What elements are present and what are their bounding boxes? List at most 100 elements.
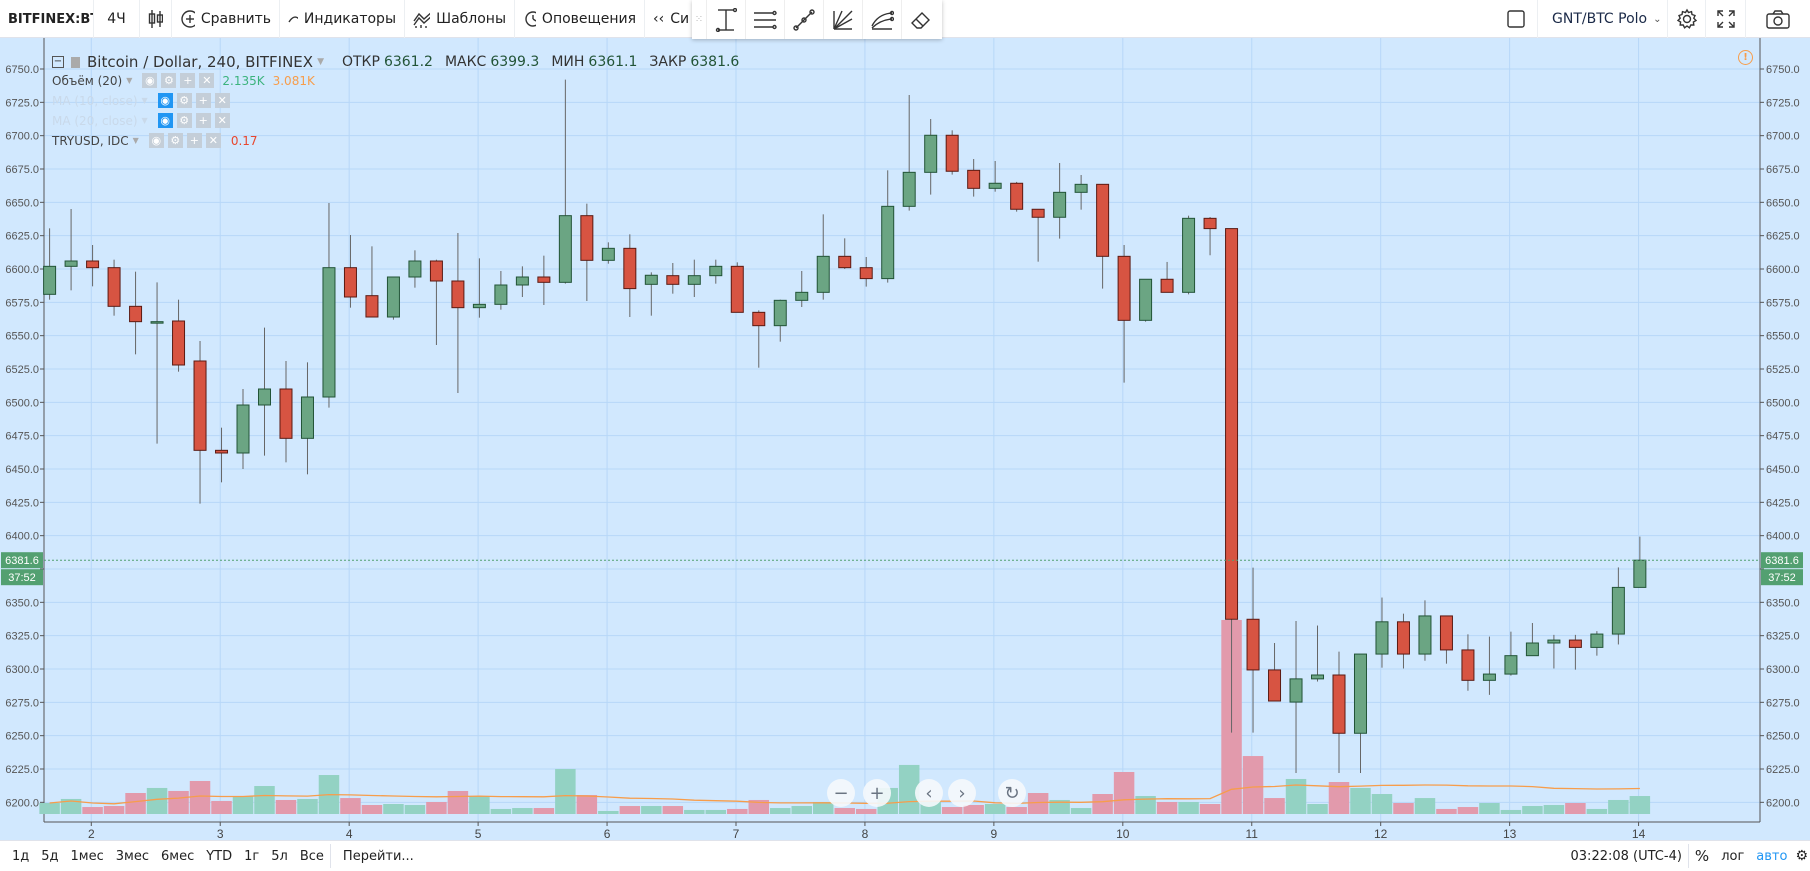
candle-body[interactable]: [1332, 674, 1346, 734]
eye-icon[interactable]: ◉: [142, 73, 158, 88]
candle-body[interactable]: [386, 276, 400, 318]
plus-icon[interactable]: +: [195, 93, 211, 108]
candle-body[interactable]: [988, 182, 1002, 189]
candle-body[interactable]: [1031, 208, 1045, 218]
candle-body[interactable]: [279, 388, 293, 439]
candle-body[interactable]: [1246, 618, 1260, 671]
candle-body[interactable]: [709, 265, 723, 277]
candle-body[interactable]: [150, 321, 164, 324]
candle-body[interactable]: [1353, 653, 1367, 734]
candle-body[interactable]: [816, 255, 830, 293]
range-button-6[interactable]: 1г: [244, 848, 260, 864]
zoom-out-button[interactable]: −: [827, 779, 855, 807]
gear-icon[interactable]: ⚙: [161, 73, 177, 88]
candle-body[interactable]: [1504, 655, 1518, 675]
auto-scale-toggle[interactable]: авто: [1756, 848, 1788, 864]
chart-pane[interactable]: 6200.0 6200.0 6225.0 6225.0 6250.0 6250.0 6275…: [0, 38, 1810, 840]
plus-icon[interactable]: +: [180, 73, 196, 88]
candle-body[interactable]: [236, 404, 250, 454]
close-icon[interactable]: ✕: [214, 93, 230, 108]
candle-body[interactable]: [601, 247, 615, 261]
study-name[interactable]: MA (10, close): [52, 93, 138, 108]
clock-timezone[interactable]: 03:22:08 (UTC-4): [1570, 848, 1682, 864]
candle-body[interactable]: [215, 449, 229, 454]
plus-icon[interactable]: +: [186, 133, 202, 148]
scroll-left-button[interactable]: ‹: [915, 779, 943, 807]
close-icon[interactable]: ✕: [199, 73, 215, 88]
layout-button[interactable]: [1494, 0, 1538, 38]
candle-body[interactable]: [752, 311, 766, 327]
candle-body[interactable]: [1074, 183, 1088, 193]
candle-body[interactable]: [322, 267, 336, 398]
drawing-tool-fib[interactable]: [745, 0, 784, 39]
candle-body[interactable]: [859, 267, 873, 280]
candle-body[interactable]: [1461, 649, 1475, 681]
drawing-tool-trend-line[interactable]: [784, 0, 823, 39]
candle-body[interactable]: [730, 265, 744, 313]
log-scale-toggle[interactable]: лог: [1721, 848, 1745, 864]
candle-body[interactable]: [1547, 639, 1561, 644]
indicators-button[interactable]: Индикаторы: [280, 0, 405, 38]
candle-body[interactable]: [1418, 615, 1432, 655]
warning-icon[interactable]: !: [1738, 50, 1753, 65]
eye-icon[interactable]: ◉: [148, 133, 164, 148]
candle-body[interactable]: [129, 305, 143, 323]
candle-body[interactable]: [945, 134, 959, 172]
candle-body[interactable]: [1053, 191, 1067, 218]
drawing-tool-gann-fan[interactable]: [823, 0, 862, 39]
candle-body[interactable]: [967, 169, 981, 189]
candle-body[interactable]: [429, 260, 443, 282]
candle-body[interactable]: [1010, 182, 1024, 210]
right-price-axis[interactable]: [1760, 38, 1810, 840]
range-button-1[interactable]: 5д: [41, 848, 59, 864]
fullscreen-button[interactable]: [1706, 0, 1746, 38]
range-button-5[interactable]: YTD: [206, 848, 233, 864]
candle-body[interactable]: [365, 295, 379, 318]
candle-body[interactable]: [666, 275, 680, 285]
candle-body[interactable]: [924, 134, 938, 173]
zoom-in-button[interactable]: +: [863, 779, 891, 807]
drag-handle[interactable]: ⁙: [694, 14, 704, 25]
dropdown-arrow-icon[interactable]: ▼: [141, 96, 148, 105]
candle-body[interactable]: [558, 215, 572, 283]
candle-body[interactable]: [343, 267, 357, 298]
percent-scale-toggle[interactable]: %: [1694, 847, 1710, 865]
candle-body[interactable]: [1268, 669, 1282, 702]
left-price-axis[interactable]: [0, 38, 44, 840]
templates-button[interactable]: Шаблоны: [405, 0, 515, 38]
interval-button[interactable]: 4Ч: [94, 0, 140, 38]
candle-body[interactable]: [902, 171, 916, 207]
range-button-7[interactable]: 5л: [271, 848, 288, 864]
candle-body[interactable]: [1375, 621, 1389, 655]
candle-body[interactable]: [258, 388, 271, 406]
candle-body[interactable]: [1160, 278, 1174, 293]
compare-symbol-dropdown[interactable]: GNT/BTC Polo ⌄: [1538, 0, 1668, 38]
candle-body[interactable]: [1611, 586, 1625, 635]
candle-body[interactable]: [1117, 255, 1131, 321]
candle-body[interactable]: [408, 260, 422, 278]
candle-body[interactable]: [795, 291, 809, 301]
eye-icon[interactable]: ◉: [157, 93, 173, 108]
study-name[interactable]: MA (20, close): [52, 113, 138, 128]
drawing-tool-eraser[interactable]: [901, 0, 940, 39]
reset-chart-button[interactable]: ↻: [998, 779, 1026, 807]
range-button-3[interactable]: 3мес: [115, 848, 149, 864]
scale-settings-icon[interactable]: ⚙: [1795, 848, 1808, 864]
drawing-tool-price-range[interactable]: [706, 0, 745, 39]
candle-body[interactable]: [107, 267, 121, 307]
symbol-search-button[interactable]: BITFINEX:BTCUSD: [0, 0, 94, 38]
candle-body[interactable]: [472, 303, 486, 309]
candle-body[interactable]: [773, 299, 787, 327]
dropdown-arrow-icon[interactable]: ▼: [317, 57, 324, 67]
plus-icon[interactable]: +: [195, 113, 211, 128]
candle-body[interactable]: [623, 247, 637, 290]
candle-body[interactable]: [687, 275, 701, 285]
candle-body[interactable]: [1225, 228, 1239, 620]
candle-body[interactable]: [1439, 615, 1453, 651]
gear-icon[interactable]: ⚙: [176, 93, 192, 108]
alerts-button[interactable]: Оповещения: [515, 0, 645, 38]
candle-body[interactable]: [451, 280, 465, 309]
candle-body[interactable]: [1568, 639, 1582, 648]
series-title[interactable]: Bitcoin / Dollar, 240, BITFINEX: [87, 53, 314, 71]
